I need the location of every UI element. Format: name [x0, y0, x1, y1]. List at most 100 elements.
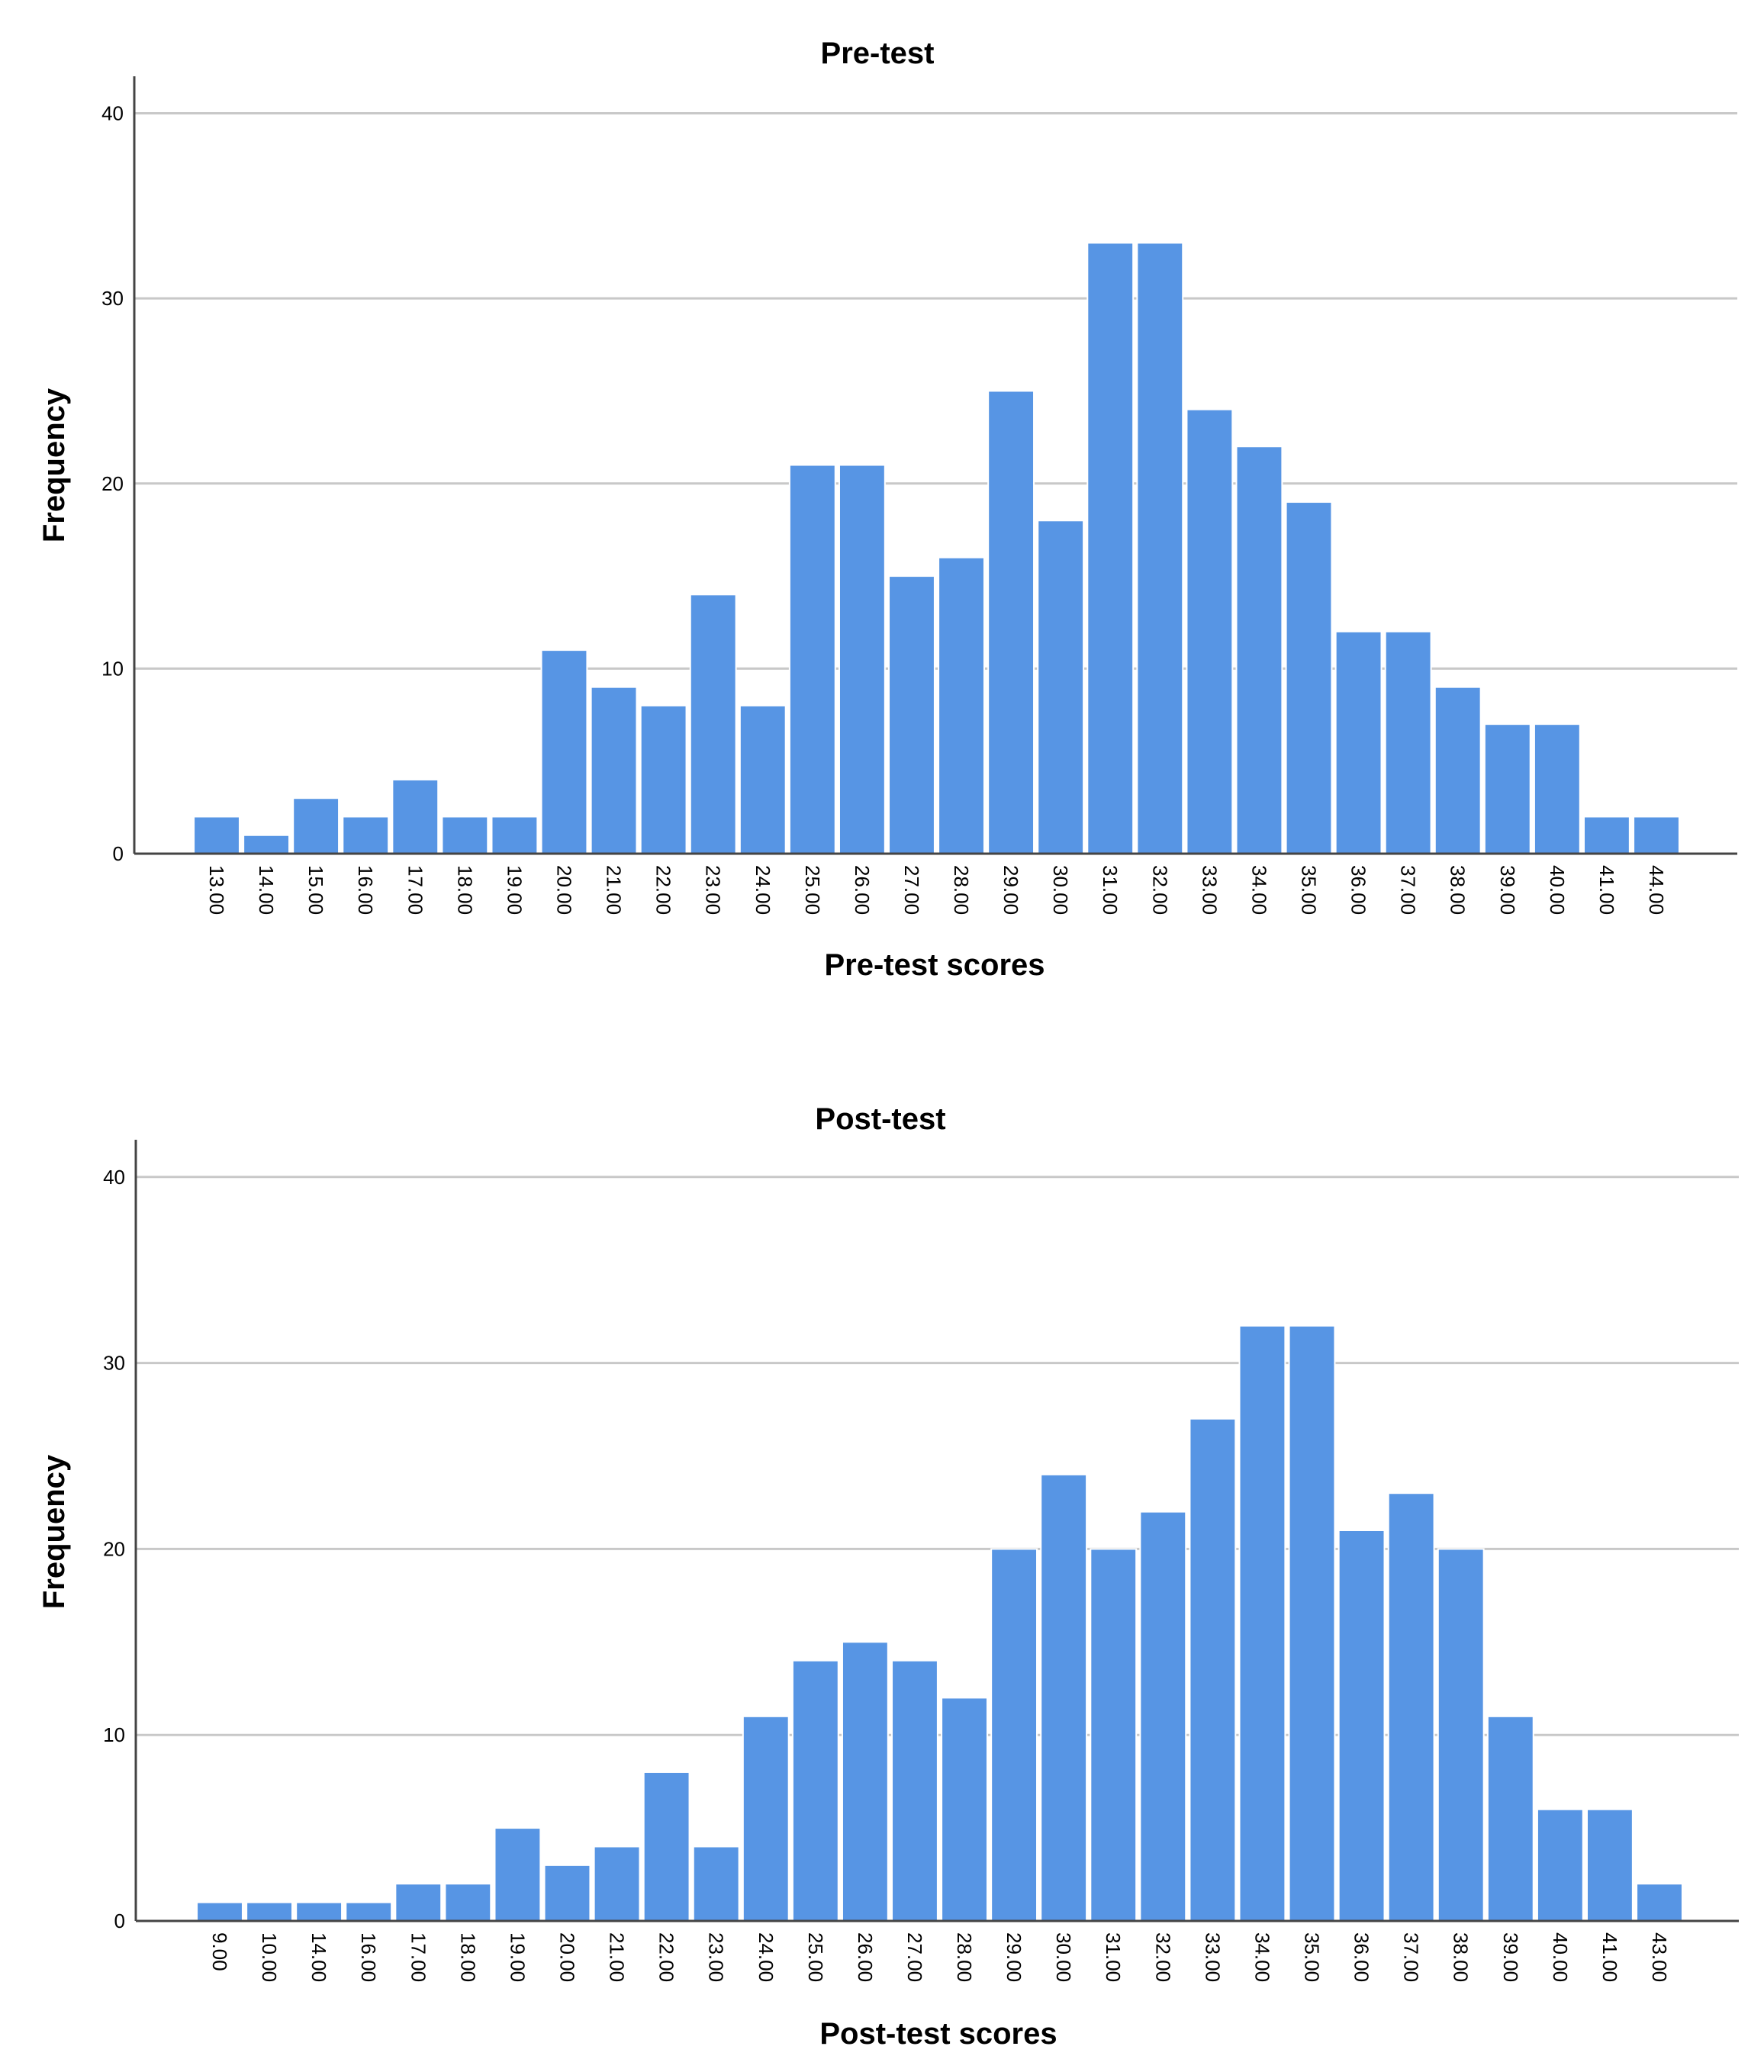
x-tick-label: 32.00 [1151, 1932, 1174, 1982]
bar [543, 1864, 591, 1922]
bar [193, 816, 240, 855]
chart-title: Post-test [815, 1102, 945, 1136]
x-tick-label: 35.00 [1298, 865, 1321, 915]
x-tick-label: 26.00 [854, 1932, 877, 1982]
x-tick-label: 29.00 [1003, 1932, 1025, 1982]
bar [1139, 1511, 1187, 1922]
x-tick-label: 23.00 [705, 1932, 728, 1982]
y-tick-label: 0 [114, 1910, 125, 1932]
bar [1086, 242, 1135, 855]
bar [1238, 1324, 1286, 1922]
bar [1337, 1530, 1386, 1922]
x-tick-label: 34.00 [1247, 865, 1270, 915]
bar [642, 1771, 690, 1922]
bar [342, 816, 390, 855]
bar [246, 1901, 294, 1922]
bar [494, 1827, 542, 1922]
bar [345, 1901, 393, 1922]
x-tick-label: 26.00 [851, 865, 874, 915]
bar [1533, 723, 1581, 855]
bar [1633, 816, 1680, 855]
y-tick-label: 20 [101, 472, 124, 495]
bar [1437, 1548, 1485, 1922]
bar [689, 594, 737, 854]
x-tick-label: 13.00 [205, 865, 228, 915]
bar [1585, 1808, 1634, 1922]
x-tick-label: 38.00 [1450, 1932, 1473, 1982]
x-tick-label: 16.00 [357, 1932, 380, 1982]
x-tick-label: 27.00 [900, 865, 923, 915]
x-tick-label: 41.00 [1595, 865, 1618, 915]
x-tick-label: 40.00 [1549, 1932, 1572, 1982]
x-tick-label: 37.00 [1400, 1932, 1423, 1982]
x-tick-label: 43.00 [1648, 1932, 1671, 1982]
x-tick-label: 15.00 [304, 865, 327, 915]
x-tick-label: 24.00 [755, 1932, 777, 1982]
bar [1486, 1715, 1534, 1922]
bar [1040, 1473, 1088, 1922]
x-tick-label: 44.00 [1645, 865, 1668, 915]
bar [1285, 501, 1333, 854]
x-tick-label: 17.00 [407, 1932, 430, 1982]
grid-lines [136, 1176, 1739, 1736]
bar [692, 1845, 740, 1922]
x-tick-label: 14.00 [255, 865, 278, 915]
x-tick-label: 25.00 [804, 1932, 827, 1982]
bar [1334, 630, 1383, 854]
bar [292, 797, 340, 854]
bar [739, 704, 787, 855]
bar [590, 686, 638, 855]
x-tick-label: 37.00 [1397, 865, 1420, 915]
y-axis-label: Frequency [37, 1454, 71, 1609]
x-tick-label: 40.00 [1546, 865, 1569, 915]
x-tick-label: 23.00 [702, 865, 725, 915]
pre-test-chart: Pre-test Frequency Pre-test scores 0 10 20… [37, 37, 1737, 982]
x-tick-label: 31.00 [1099, 865, 1122, 915]
bar [1387, 1492, 1435, 1922]
bar [295, 1901, 343, 1922]
x-tick-label: 38.00 [1447, 865, 1469, 915]
bars [196, 1324, 1683, 1922]
bar [1536, 1808, 1584, 1922]
y-axis-label: Frequency [37, 388, 71, 542]
bar [841, 1641, 889, 1922]
x-tick-label: 21.00 [603, 865, 626, 915]
bar [987, 390, 1035, 854]
bar [1384, 630, 1432, 854]
x-tick-label: 9.00 [208, 1932, 231, 1971]
bar [891, 1659, 938, 1922]
x-tick-labels: 9.00 10.00 14.00 16.00 17.00 18.00 19.00 20.00 2… [208, 1932, 1671, 1982]
x-tick-label: 31.00 [1102, 1932, 1125, 1982]
x-tick-label: 35.00 [1301, 1932, 1324, 1982]
x-tick-label: 29.00 [999, 865, 1022, 915]
x-tick-label: 32.00 [1148, 865, 1171, 915]
bar [1037, 520, 1085, 854]
x-tick-label: 10.00 [258, 1932, 281, 1982]
y-tick-labels: 0 10 20 30 40 [101, 102, 124, 865]
x-tick-label: 27.00 [903, 1932, 926, 1982]
bar [1189, 1417, 1237, 1922]
bar [1136, 242, 1184, 855]
bar [1636, 1883, 1683, 1922]
x-tick-labels: 13.00 14.00 15.00 16.00 17.00 18.00 19.00 20.00… [205, 865, 1668, 915]
x-tick-label: 41.00 [1598, 1932, 1621, 1982]
x-tick-label: 30.00 [1049, 865, 1072, 915]
bar [391, 778, 439, 855]
bar [1090, 1548, 1138, 1922]
bar [888, 575, 935, 854]
x-tick-label: 28.00 [953, 1932, 976, 1982]
bar [394, 1883, 443, 1922]
post-test-chart: Post-test Frequency Post-test scores 0 10… [37, 1102, 1739, 2051]
x-tick-label: 16.00 [354, 865, 377, 915]
x-axis-label: Post-test scores [819, 2017, 1057, 2051]
bar [1288, 1324, 1336, 1922]
bar [540, 649, 588, 854]
x-tick-label: 30.00 [1052, 1932, 1075, 1982]
bar [1235, 446, 1283, 854]
x-tick-label: 36.00 [1350, 1932, 1373, 1982]
bar [941, 1697, 988, 1922]
bar [441, 816, 489, 855]
x-tick-label: 20.00 [555, 1932, 578, 1982]
bar [1582, 816, 1630, 855]
x-tick-label: 33.00 [1198, 865, 1221, 915]
